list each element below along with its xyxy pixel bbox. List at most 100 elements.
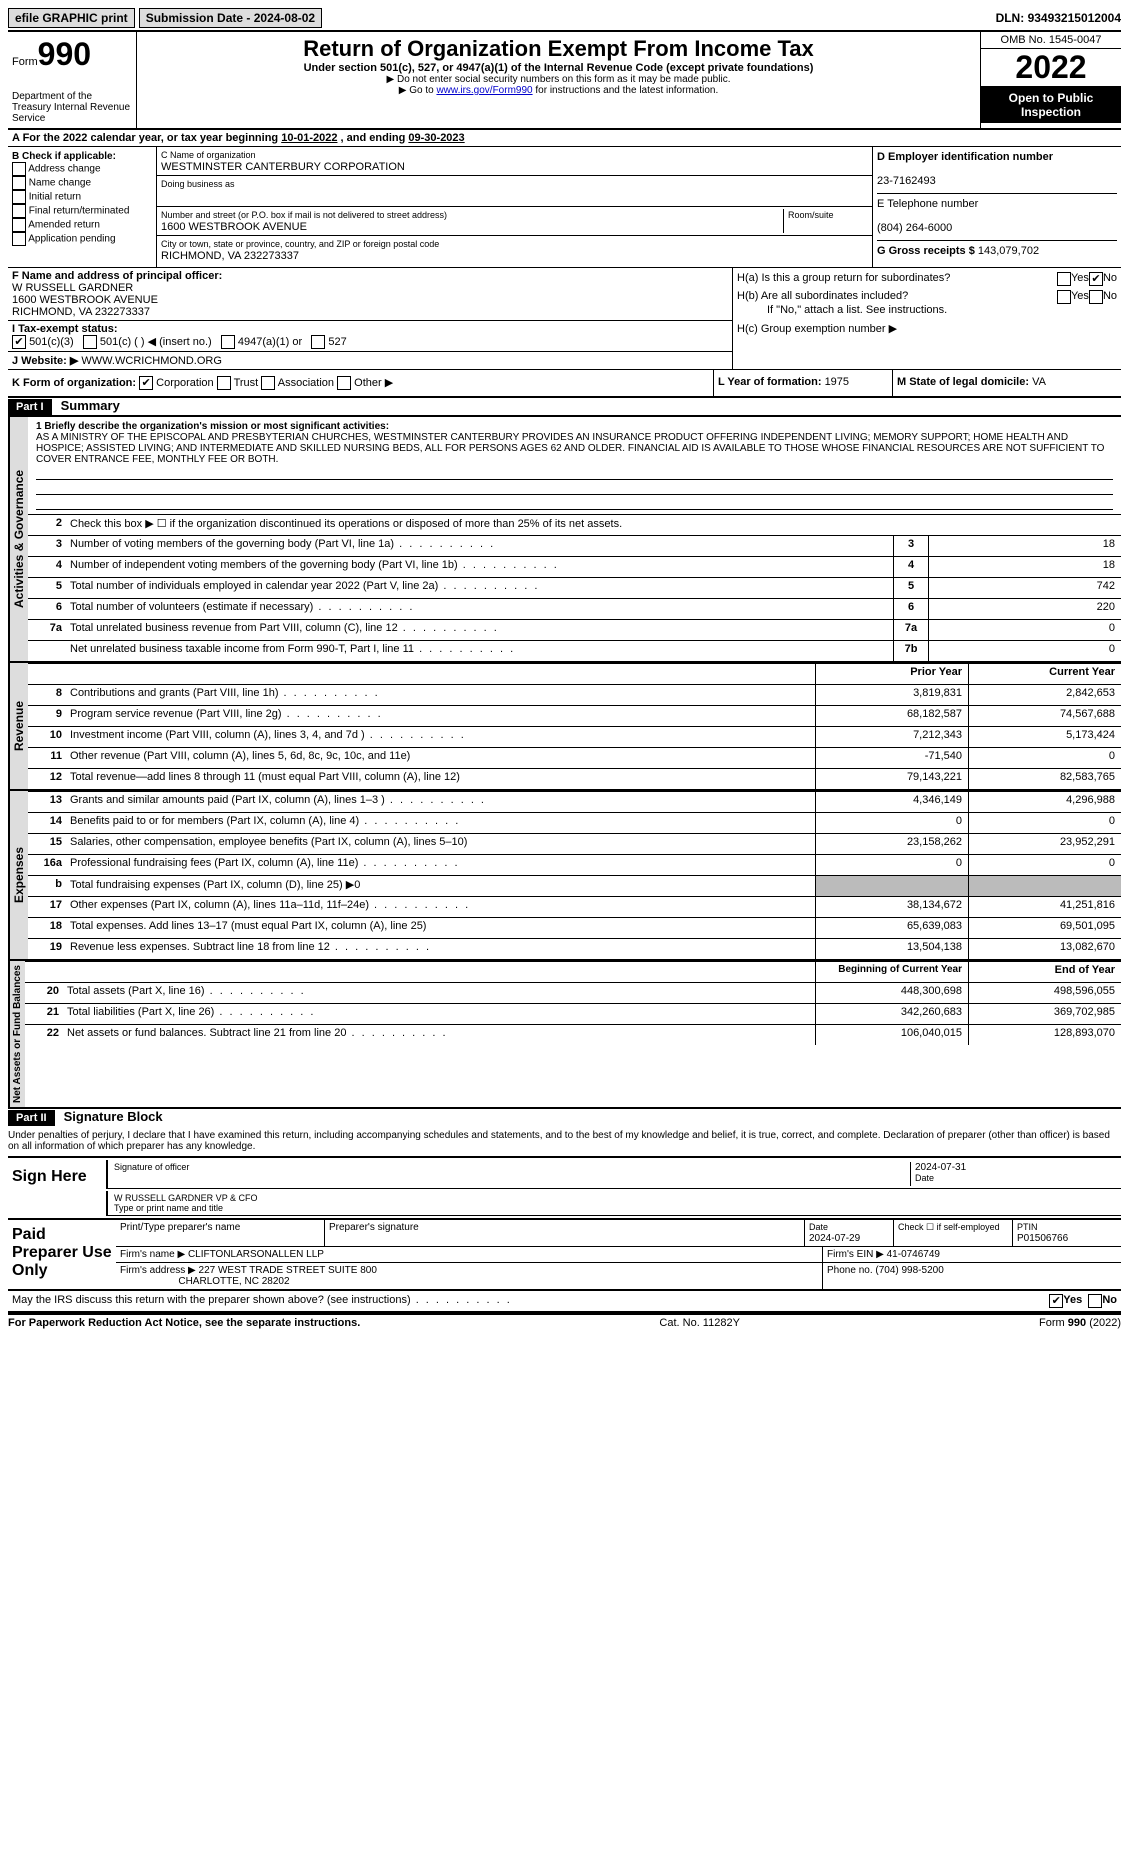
tax-year-end: 09-30-2023 [408, 132, 464, 144]
tax-year-begin: 10-01-2022 [281, 132, 337, 144]
checkbox-amended[interactable] [12, 218, 26, 232]
footer-right-post: (2022) [1086, 1317, 1121, 1329]
part-ii-header: Part II [8, 1110, 55, 1126]
note2-post: for instructions and the latest informat… [533, 85, 719, 96]
header-left: Form990 Department of the Treasury Inter… [8, 32, 137, 128]
form990-link[interactable]: www.irs.gov/Form990 [436, 85, 532, 96]
opt-501c: 501(c) ( ) ◀ (insert no.) [100, 336, 212, 348]
line-22: Net assets or fund balances. Subtract li… [63, 1025, 815, 1045]
website-value: WWW.WCRICHMOND.ORG [81, 355, 222, 367]
prep-date: 2024-07-29 [809, 1233, 860, 1244]
part-i-header: Part I [8, 399, 52, 415]
officer-printed-name: W RUSSELL GARDNER VP & CFO [114, 1193, 258, 1203]
line-4: Number of independent voting members of … [66, 557, 893, 577]
opt-amended: Amended return [28, 220, 100, 231]
ha-yes[interactable] [1057, 272, 1071, 286]
firm-addr1: 227 WEST TRADE STREET SUITE 800 [199, 1265, 377, 1276]
hb-yes[interactable] [1057, 290, 1071, 304]
city-label: City or town, state or province, country… [161, 239, 439, 249]
hdr-prior: Prior Year [815, 664, 968, 684]
discuss-yes[interactable] [1049, 1294, 1063, 1308]
c13: 4,296,988 [968, 792, 1121, 812]
ha-label: H(a) Is this a group return for subordin… [737, 272, 1057, 286]
top-bar: efile GRAPHIC print Submission Date - 20… [8, 8, 1121, 32]
line-18: Total expenses. Add lines 13–17 (must eq… [66, 918, 815, 938]
summary-expenses: Expenses 13Grants and similar amounts pa… [8, 791, 1121, 961]
form-prefix: Form [12, 56, 38, 68]
opt-final: Final return/terminated [29, 206, 130, 217]
footer: For Paperwork Reduction Act Notice, see … [8, 1313, 1121, 1329]
k-assoc[interactable] [261, 376, 275, 390]
row-klm: K Form of organization: Corporation Trus… [8, 370, 1121, 398]
mission-label: 1 Briefly describe the organization's mi… [36, 421, 389, 432]
p17: 38,134,672 [815, 897, 968, 917]
k-opt-trust: Trust [234, 377, 259, 389]
efile-button[interactable]: efile GRAPHIC print [8, 8, 135, 28]
l-value: 1975 [825, 376, 849, 388]
firm-ein-label: Firm's EIN ▶ [827, 1249, 887, 1260]
c11: 0 [968, 748, 1121, 768]
k-trust[interactable] [217, 376, 231, 390]
firm-addr2: CHARLOTTE, NC 28202 [178, 1276, 289, 1287]
print-name-label: Type or print name and title [114, 1203, 223, 1213]
submission-date: Submission Date - 2024-08-02 [139, 8, 322, 28]
firm-name: CLIFTONLARSONALLEN LLP [188, 1249, 324, 1260]
line-7a: Total unrelated business revenue from Pa… [66, 620, 893, 640]
c18: 69,501,095 [968, 918, 1121, 938]
hb-no[interactable] [1089, 290, 1103, 304]
p9: 68,182,587 [815, 706, 968, 726]
footer-right-pre: Form [1039, 1317, 1068, 1329]
p21: 342,260,683 [815, 1004, 968, 1024]
header-title: Return of Organization Exempt From Incom… [141, 36, 976, 62]
officer-label: F Name and address of principal officer: [12, 270, 222, 282]
checkbox-name-change[interactable] [12, 176, 26, 190]
checkbox-501c[interactable] [83, 335, 97, 349]
hdr-begin: Beginning of Current Year [815, 962, 968, 982]
checkbox-app-pending[interactable] [12, 232, 26, 246]
k-corp[interactable] [139, 376, 153, 390]
officer-addr1: 1600 WESTBROOK AVENUE [12, 294, 158, 306]
checkbox-501c3[interactable] [12, 335, 26, 349]
col-b: B Check if applicable: Address change Na… [8, 147, 157, 267]
p10: 7,212,343 [815, 727, 968, 747]
checkbox-527[interactable] [311, 335, 325, 349]
side-governance: Activities & Governance [8, 417, 28, 661]
footer-right: Form 990 (2022) [1039, 1317, 1121, 1329]
preparer-block: Paid Preparer Use Only Print/Type prepar… [8, 1218, 1121, 1291]
checkbox-addr-change[interactable] [12, 162, 26, 176]
p12: 79,143,221 [815, 769, 968, 789]
line-6: Total number of volunteers (estimate if … [66, 599, 893, 619]
opt-initial: Initial return [29, 192, 81, 203]
ha-no[interactable] [1089, 272, 1103, 286]
ein-value: 23-7162493 [877, 175, 936, 187]
line-10: Investment income (Part VIII, column (A)… [66, 727, 815, 747]
hdr-end: End of Year [968, 962, 1121, 982]
discuss-label: May the IRS discuss this return with the… [12, 1294, 1049, 1308]
street-addr: 1600 WESTBROOK AVENUE [161, 221, 307, 233]
addr-label: Number and street (or P.O. box if mail i… [161, 210, 447, 220]
fgh-left: F Name and address of principal officer:… [8, 268, 733, 369]
col-b-header: B Check if applicable: [12, 151, 116, 162]
fgh-right: H(a) Is this a group return for subordin… [733, 268, 1121, 369]
p15: 23,158,262 [815, 834, 968, 854]
c12: 82,583,765 [968, 769, 1121, 789]
p18: 65,639,083 [815, 918, 968, 938]
header-note1: ▶ Do not enter social security numbers o… [141, 74, 976, 85]
sign-date: 2024-07-31 [915, 1162, 966, 1173]
val-7b: 0 [928, 641, 1121, 661]
m-label: M State of legal domicile: [897, 376, 1032, 388]
checkbox-final[interactable] [12, 204, 26, 218]
checkbox-initial[interactable] [12, 190, 26, 204]
c17: 41,251,816 [968, 897, 1121, 917]
discuss-no[interactable] [1088, 1294, 1102, 1308]
c16a: 0 [968, 855, 1121, 875]
mission-text: AS A MINISTRY OF THE EPISCOPAL AND PRESB… [36, 432, 1104, 465]
checkbox-4947[interactable] [221, 335, 235, 349]
c10: 5,173,424 [968, 727, 1121, 747]
sub-date-label: Submission Date - [146, 11, 254, 25]
self-employed-label: Check ☐ if self-employed [894, 1220, 1013, 1246]
discuss-row: May the IRS discuss this return with the… [8, 1291, 1121, 1313]
p19: 13,504,138 [815, 939, 968, 959]
c20: 498,596,055 [968, 983, 1121, 1003]
k-other[interactable] [337, 376, 351, 390]
